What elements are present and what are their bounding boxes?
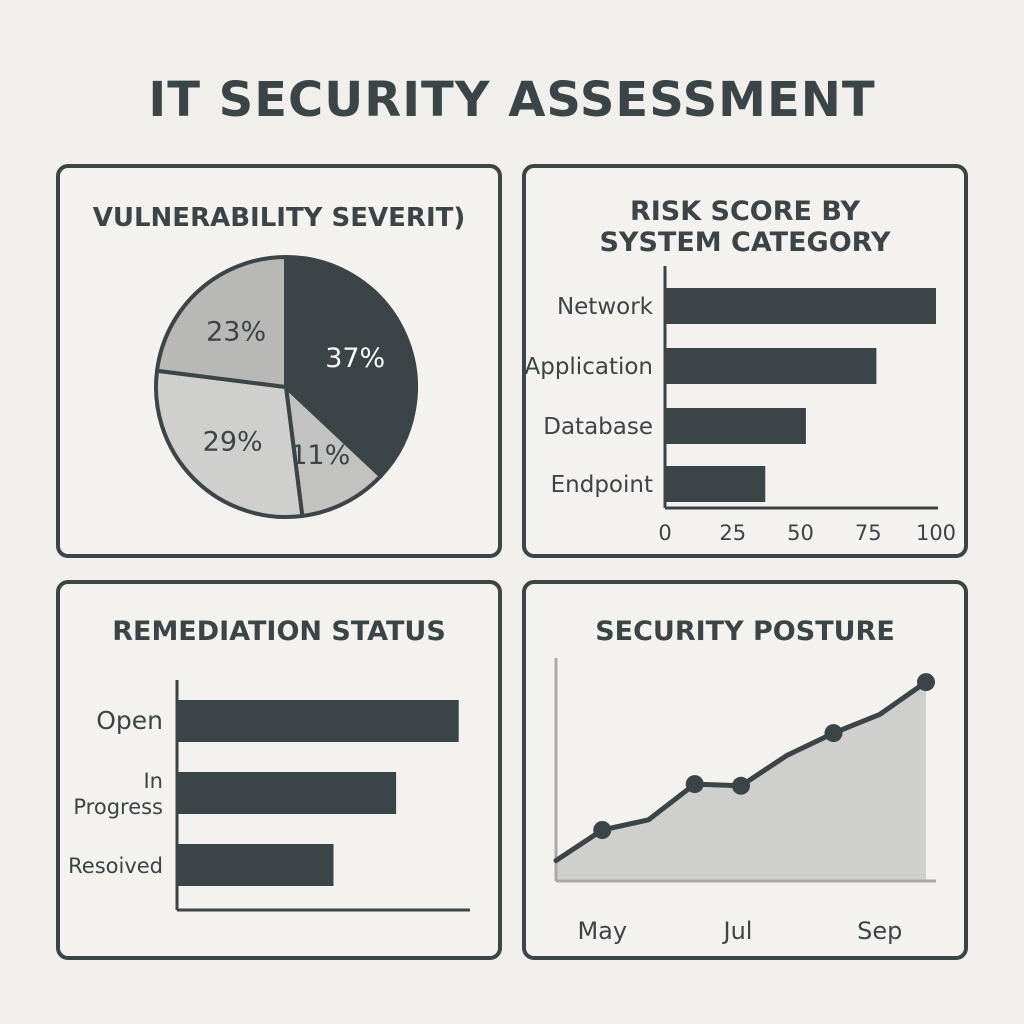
x-tick-label: Sep bbox=[857, 917, 902, 945]
remediation-status-panel: REMEDIATION STATUS Open In Progress Resoive… bbox=[56, 580, 502, 960]
bar bbox=[177, 700, 459, 742]
data-point bbox=[732, 776, 750, 795]
category-label: Resoived bbox=[68, 854, 163, 878]
data-point bbox=[685, 775, 704, 794]
x-tick-label: 0 bbox=[658, 521, 671, 545]
bar bbox=[177, 844, 334, 886]
security-posture-title: SECURITY POSTURE bbox=[595, 616, 895, 647]
pie-slice-label: 29% bbox=[203, 426, 263, 457]
pie-slice-label: 23% bbox=[206, 316, 266, 347]
pie-slice bbox=[155, 255, 288, 389]
vulnerability-severity-panel: VULNERABILITY SEVERIT) 37% 11% 29% 23% bbox=[56, 164, 502, 558]
bar bbox=[665, 288, 936, 324]
category-label: Endpoint bbox=[551, 472, 653, 498]
pie-slice-label: 11% bbox=[290, 440, 350, 471]
risk-score-title-line-1: RISK SCORE BY bbox=[629, 196, 861, 227]
security-posture-chart: May Jul Sep bbox=[553, 658, 936, 945]
bar bbox=[665, 408, 806, 444]
x-tick-label: Jul bbox=[722, 917, 753, 945]
risk-score-title-line-2: SYSTEM CATEGORY bbox=[599, 227, 891, 259]
bar bbox=[177, 772, 397, 814]
bar bbox=[665, 466, 766, 502]
x-tick-label: 75 bbox=[855, 521, 882, 545]
bar bbox=[665, 348, 877, 384]
pie-slice bbox=[284, 255, 418, 478]
pie-slice bbox=[284, 385, 383, 518]
category-label: Application bbox=[526, 354, 653, 380]
security-posture-panel: SECURITY POSTURE May Jul Sep bbox=[522, 580, 968, 960]
risk-score-title: RISK SCORE BY SYSTEM CATEGORY bbox=[526, 196, 964, 258]
area-fill bbox=[556, 682, 926, 881]
x-tick-label: May bbox=[577, 917, 627, 945]
data-point bbox=[824, 724, 843, 743]
remediation-status-title: REMEDIATION STATUS bbox=[112, 616, 446, 647]
pie-slice bbox=[154, 368, 305, 519]
x-tick-label: 50 bbox=[787, 521, 814, 545]
category-label: In bbox=[143, 769, 163, 793]
page-title: IT SECURITY ASSESSMENT bbox=[148, 72, 876, 128]
pie-slice-label: 37% bbox=[325, 343, 385, 374]
data-point bbox=[593, 821, 612, 839]
category-label: Open bbox=[96, 706, 163, 735]
vulnerability-severity-title: VULNERABILITY SEVERIT) bbox=[92, 203, 466, 233]
category-label: Network bbox=[557, 294, 654, 320]
x-tick-label: 100 bbox=[916, 521, 956, 545]
data-point bbox=[917, 673, 935, 692]
category-label: Progress bbox=[73, 795, 163, 819]
x-tick-label: 25 bbox=[719, 521, 746, 545]
risk-score-panel: RISK SCORE BY SYSTEM CATEGORY Network App… bbox=[522, 164, 968, 558]
category-label: Database bbox=[543, 414, 653, 440]
vulnerability-severity-chart: 37% 11% 29% 23% bbox=[154, 255, 418, 519]
